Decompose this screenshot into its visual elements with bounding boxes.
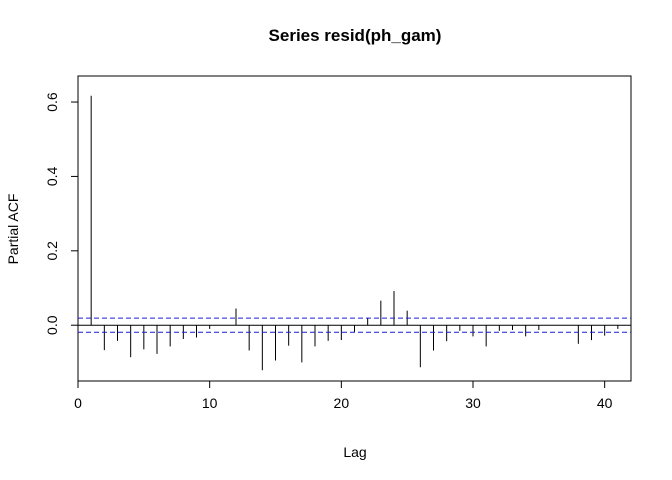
y-tick-label: 0.4 [44, 166, 60, 186]
plot-frame [77, 75, 632, 382]
x-tick-label: 30 [465, 395, 481, 411]
y-axis: 0.0 0.2 0.4 0.6 [44, 92, 78, 335]
chart-title: Series resid(ph_gam) [269, 26, 442, 45]
x-tick-label: 20 [334, 395, 350, 411]
x-axis: 0 10 20 30 40 [74, 381, 613, 411]
x-tick-label: 10 [202, 395, 218, 411]
y-axis-label: Partial ACF [5, 194, 21, 265]
x-tick-label: 40 [597, 395, 613, 411]
x-axis-label: Lag [343, 444, 366, 460]
y-tick-label: 0.6 [44, 92, 60, 112]
x-tick-label: 0 [74, 395, 82, 411]
y-tick-label: 0.0 [44, 315, 60, 335]
confidence-lines [78, 317, 631, 333]
pacf-bars [90, 95, 619, 371]
y-tick-label: 0.2 [44, 241, 60, 261]
